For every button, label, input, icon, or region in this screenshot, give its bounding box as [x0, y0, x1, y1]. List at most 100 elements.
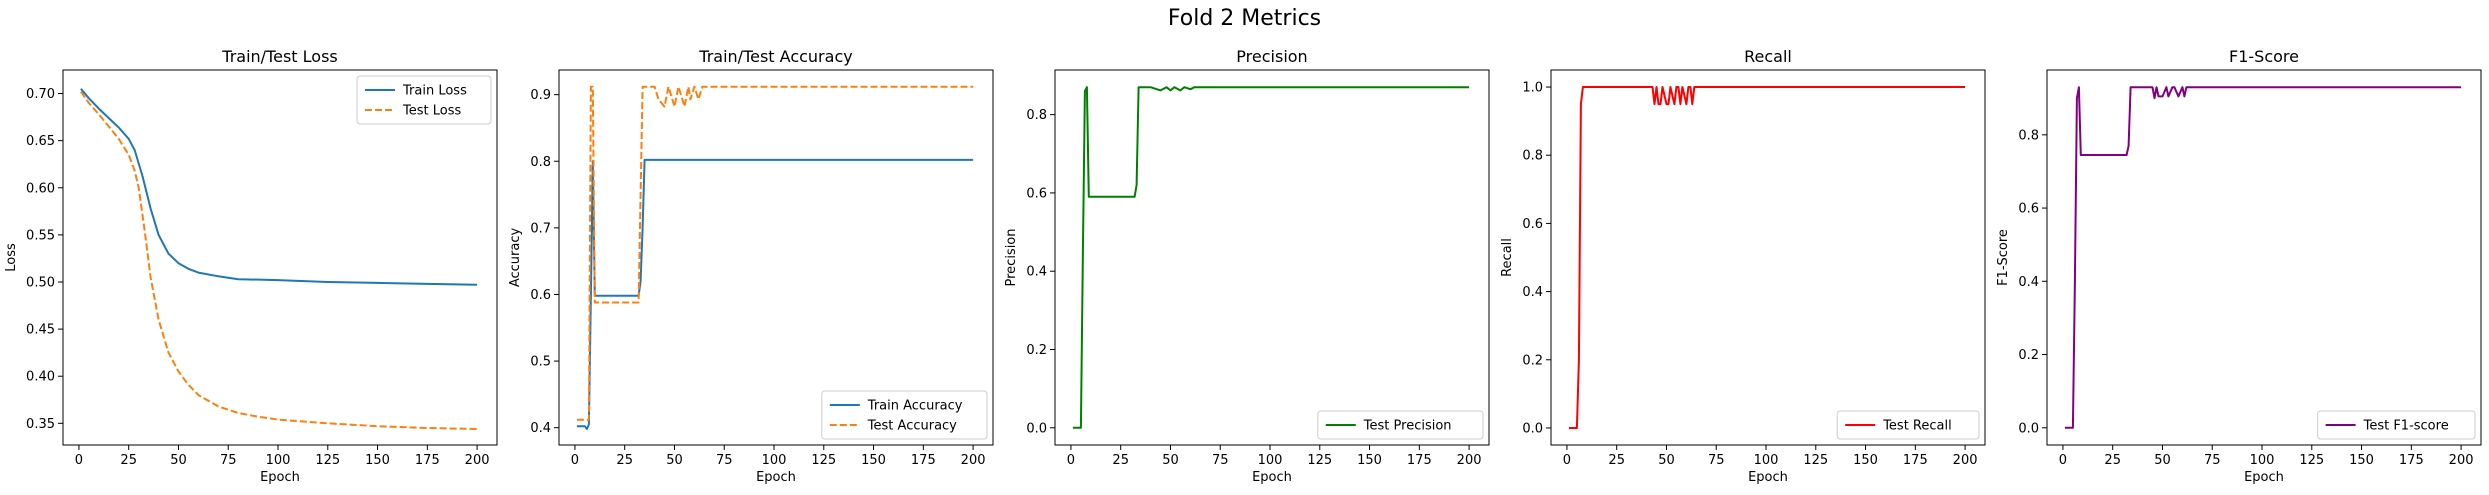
x-tick-label: 175	[1407, 453, 1432, 468]
x-tick-label: 125	[315, 453, 340, 468]
legend: Train Loss Test Loss	[356, 75, 492, 125]
y-tick-label: 0.0	[2018, 421, 2039, 436]
legend: Train Accuracy Test Accuracy	[821, 390, 988, 440]
y-tick-label: 0.8	[2018, 128, 2039, 143]
x-tick-label: 175	[1903, 453, 1928, 468]
axes-frame	[1550, 69, 1986, 446]
y-axis-label: Precision	[1004, 228, 1019, 286]
x-tick-label: 200	[1457, 453, 1482, 468]
figure-title: Fold 2 Metrics	[1167, 6, 1322, 31]
legend-box	[356, 75, 492, 125]
x-tick-label: 0	[571, 453, 579, 468]
y-tick-label: 0.0	[1026, 421, 1047, 436]
legend-label: Train Loss	[402, 84, 467, 99]
x-axis-label: Epoch	[1748, 470, 1788, 485]
x-tick-label: 150	[365, 453, 390, 468]
y-axis-label: Accuracy	[508, 228, 523, 288]
y-tick-label: 0.4	[2018, 275, 2039, 290]
x-axis-label: Epoch	[2244, 470, 2284, 485]
x-tick-label: 150	[861, 453, 886, 468]
x-tick-label: 0	[2059, 453, 2067, 468]
x-tick-label: 100	[1258, 453, 1283, 468]
y-tick-label: 0.4	[1026, 265, 1047, 280]
x-tick-label: 75	[220, 453, 237, 468]
x-tick-label: 25	[1608, 453, 1625, 468]
chart-title: Recall	[1744, 47, 1792, 66]
x-tick-label: 175	[911, 453, 936, 468]
chart-panel-5: 0 25 50 75 100 125 150 175 200 0.0 0.2 0.4 0.6 0.8 F1-…	[1996, 47, 2482, 485]
x-tick-label: 150	[1357, 453, 1382, 468]
x-tick-label: 150	[1853, 453, 1878, 468]
chart-title: Train/Test Loss	[221, 47, 337, 66]
y-tick-label: 0.2	[2018, 348, 2039, 363]
series-line-1	[1072, 86, 1470, 429]
x-tick-label: 0	[1067, 453, 1075, 468]
x-tick-label: 100	[1754, 453, 1779, 468]
legend-label: Test Loss	[402, 104, 461, 119]
x-tick-label: 100	[266, 453, 291, 468]
y-axis-label: F1-Score	[1996, 229, 2011, 286]
x-tick-label: 50	[2154, 453, 2171, 468]
x-tick-label: 200	[2449, 453, 2474, 468]
y-tick-label: 0.65	[26, 134, 55, 149]
legend-label: Test Precision	[1363, 419, 1452, 434]
chart-panel-4: 0 25 50 75 100 125 150 175 200 0.0 0.2 0.4 0.6 0.8 1.0…	[1500, 47, 1986, 485]
axes-frame	[62, 69, 498, 446]
x-tick-label: 125	[1307, 453, 1332, 468]
y-tick-label: 0.8	[1522, 149, 1543, 164]
y-tick-label: 0.50	[26, 275, 55, 290]
y-tick-label: 0.9	[530, 88, 551, 103]
series-line-2	[80, 91, 478, 430]
y-tick-label: 0.70	[26, 87, 55, 102]
x-tick-label: 175	[2399, 453, 2424, 468]
chart-title: Precision	[1236, 47, 1307, 66]
series-line-1	[576, 158, 974, 430]
y-tick-label: 0.8	[1026, 108, 1047, 123]
y-axis-label: Recall	[1500, 238, 1515, 277]
x-tick-label: 150	[2349, 453, 2374, 468]
axes-frame	[2046, 69, 2482, 446]
legend: Test Recall	[1836, 410, 1980, 440]
x-tick-label: 200	[465, 453, 490, 468]
x-tick-label: 75	[2204, 453, 2221, 468]
y-tick-label: 0.8	[530, 155, 551, 170]
legend: Test Precision	[1317, 410, 1484, 440]
series-line-2	[576, 85, 974, 421]
x-tick-label: 125	[811, 453, 836, 468]
axes-frame	[1054, 69, 1490, 446]
chart-panel-3: 0 25 50 75 100 125 150 175 200 0.0 0.2 0.4 0.6 0.8 Pre…	[1004, 47, 1490, 485]
x-tick-label: 25	[120, 453, 137, 468]
axes-frame	[558, 69, 994, 446]
legend-label: Test Accuracy	[867, 419, 957, 434]
y-tick-label: 0.55	[26, 228, 55, 243]
y-tick-label: 0.35	[26, 417, 55, 432]
y-tick-label: 0.40	[26, 370, 55, 385]
x-tick-label: 0	[1563, 453, 1571, 468]
y-tick-label: 0.2	[1026, 343, 1047, 358]
series-line-1	[1568, 86, 1966, 429]
series-line-1	[2064, 86, 2462, 429]
x-tick-label: 75	[1212, 453, 1229, 468]
y-tick-label: 0.4	[530, 421, 551, 436]
y-tick-label: 0.6	[1026, 186, 1047, 201]
y-tick-label: 0.6	[530, 288, 551, 303]
x-axis-label: Epoch	[756, 470, 796, 485]
legend-box	[1836, 410, 1980, 440]
y-tick-label: 0.6	[2018, 202, 2039, 217]
y-tick-label: 0.4	[1522, 285, 1543, 300]
y-tick-label: 0.6	[1522, 217, 1543, 232]
x-tick-label: 200	[961, 453, 986, 468]
y-axis-label: Loss	[4, 243, 19, 272]
x-tick-label: 125	[2299, 453, 2324, 468]
legend-box	[1317, 410, 1484, 440]
x-tick-label: 25	[616, 453, 633, 468]
legend-label: Test F1-score	[2363, 419, 2449, 434]
x-tick-label: 175	[415, 453, 440, 468]
y-tick-label: 0.7	[530, 221, 551, 236]
chart-title: F1-Score	[2229, 47, 2299, 66]
x-axis-label: Epoch	[260, 470, 300, 485]
chart-panel-2: 0 25 50 75 100 125 150 175 200 0.4 0.5 0.6 0.7 0.8 0.9…	[508, 47, 994, 485]
x-tick-label: 75	[1708, 453, 1725, 468]
x-tick-label: 50	[1658, 453, 1675, 468]
